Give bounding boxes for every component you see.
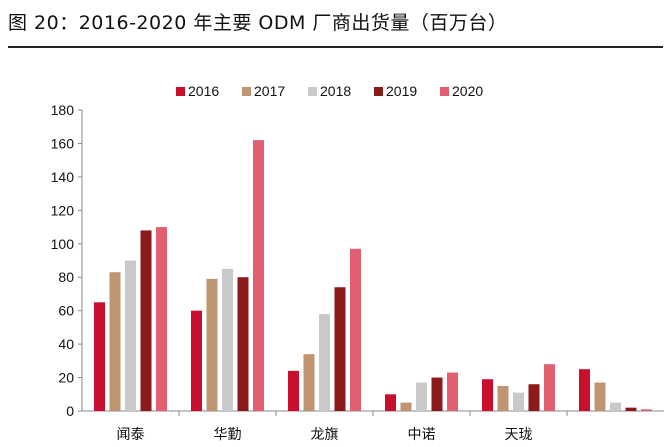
bar-2016-other	[579, 369, 590, 411]
bar-2017-华勤	[206, 278, 218, 411]
title-underline	[8, 46, 663, 48]
bar-2018-天珑	[513, 392, 524, 411]
bar-2016-中诺	[385, 394, 396, 411]
bar-2019-中诺	[431, 377, 443, 411]
y-tick-label: 80	[58, 269, 74, 285]
bar-2019-闻泰	[140, 230, 152, 411]
chart-legend: 2016 2017 2018 2019 2020	[176, 83, 483, 99]
y-tick-label: 120	[51, 202, 75, 218]
bar-2019-龙旗	[334, 287, 346, 411]
bar-2017-闻泰	[109, 272, 121, 411]
bar-2020-闻泰	[156, 227, 167, 411]
x-tick-label: 闻泰	[117, 427, 145, 443]
legend-swatch-2019	[374, 87, 383, 96]
x-tick-label: 龙旗	[311, 427, 339, 443]
y-tick-label: 180	[51, 102, 75, 118]
y-tick-label: 40	[58, 336, 74, 352]
bar-2016-华勤	[191, 310, 202, 411]
bar-2020-龙旗	[350, 248, 361, 411]
legend-swatch-2020	[440, 87, 449, 96]
legend-label-2019: 2019	[386, 83, 417, 99]
bar-2020-天珑	[544, 364, 555, 411]
y-tick-label: 160	[51, 135, 75, 151]
bar-2019-天珑	[528, 384, 540, 411]
chart-bars	[94, 140, 652, 411]
bar-2017-中诺	[400, 402, 412, 411]
legend-label-2016: 2016	[188, 83, 219, 99]
bar-2020-华勤	[253, 140, 264, 411]
y-tick-label: 20	[58, 370, 74, 386]
y-tick-label: 100	[51, 236, 75, 252]
bar-2018-中诺	[416, 382, 427, 411]
legend-label-2020: 2020	[452, 83, 483, 99]
chart-title: 图 20：2016-2020 年主要 ODM 厂商出货量（百万台）	[8, 12, 508, 34]
bar-2018-other	[610, 402, 621, 411]
x-tick-label: 中诺	[408, 427, 436, 443]
x-tick-label: 华勤	[214, 427, 242, 443]
bar-2017-other	[594, 382, 606, 411]
bar-2018-龙旗	[319, 314, 330, 411]
legend-swatch-2016	[176, 87, 185, 96]
legend-swatch-2017	[242, 87, 251, 96]
chart-axes: 0 20 40 60 80 100 120 140 160 180 闻泰 华勤 龙旗 中诺 天珑	[51, 102, 664, 443]
bar-2020-中诺	[447, 372, 458, 411]
y-tick-label: 140	[51, 169, 75, 185]
x-tick-label: 天珑	[505, 427, 533, 443]
legend-swatch-2018	[308, 87, 317, 96]
bar-2020-other	[641, 409, 652, 411]
bar-2016-闻泰	[94, 302, 105, 411]
bar-2019-other	[625, 407, 637, 411]
y-tick-label: 60	[58, 303, 74, 319]
bar-2017-天珑	[497, 385, 509, 411]
bar-2019-华勤	[237, 277, 249, 411]
y-tick-label: 0	[66, 403, 74, 419]
bar-2018-闻泰	[125, 260, 136, 411]
bar-2016-龙旗	[288, 370, 299, 411]
bar-2017-龙旗	[303, 354, 315, 411]
bar-2018-华勤	[222, 268, 233, 411]
legend-label-2018: 2018	[320, 83, 351, 99]
legend-label-2017: 2017	[254, 83, 285, 99]
bar-2016-天珑	[482, 379, 493, 411]
